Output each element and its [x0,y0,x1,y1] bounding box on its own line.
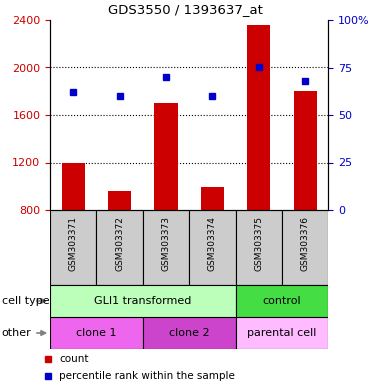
Bar [50,210,96,285]
Text: GSM303371: GSM303371 [69,216,78,271]
Text: cell type: cell type [2,296,49,306]
Text: clone 2: clone 2 [169,328,210,338]
Bar [143,317,236,349]
Text: parental cell: parental cell [247,328,316,338]
Text: GSM303375: GSM303375 [254,216,263,271]
Text: percentile rank within the sample: percentile rank within the sample [59,371,235,381]
Bar [189,210,236,285]
Bar [108,191,131,210]
Bar [50,317,143,349]
Text: other: other [2,328,32,338]
Text: GSM303372: GSM303372 [115,216,124,271]
Bar [143,210,189,285]
Text: control: control [263,296,301,306]
Bar [236,285,328,317]
Text: GLI1 transformed: GLI1 transformed [94,296,191,306]
Bar [247,25,270,210]
Bar [293,91,317,210]
Bar [96,210,143,285]
Bar [236,317,328,349]
Bar [154,103,178,210]
Text: GSM303376: GSM303376 [301,216,310,271]
Text: count: count [59,354,89,364]
Text: clone 1: clone 1 [76,328,117,338]
Bar [282,210,328,285]
Bar [236,210,282,285]
Text: GSM303373: GSM303373 [161,216,171,271]
Bar [62,163,85,210]
Text: GDS3550 / 1393637_at: GDS3550 / 1393637_at [108,3,263,16]
Bar [50,285,236,317]
Bar [201,187,224,210]
Text: GSM303374: GSM303374 [208,216,217,271]
